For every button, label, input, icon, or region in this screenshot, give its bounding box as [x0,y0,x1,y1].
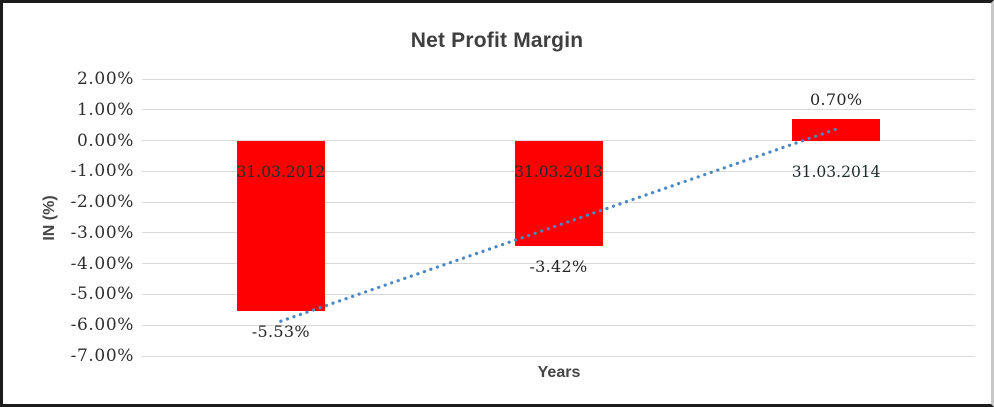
y-axis-tick-label: -1.00% [70,161,134,182]
y-axis-tick-label: 2.00% [76,69,134,89]
data-label: 0.70% [809,90,863,109]
y-axis-tick-label: -7.00% [70,346,134,366]
chart-title: Net Profit Margin [410,29,584,52]
y-axis-tick-label: 1.00% [76,99,134,120]
bar-31.03.2014 [792,119,881,141]
category-label: 31.03.2012 [236,163,326,181]
x-axis-title: Years [537,364,581,381]
y-axis-tick-label: -2.00% [70,192,134,213]
data-label: -3.42% [529,256,588,276]
trendline-layer [279,127,838,323]
gridline [142,78,975,80]
y-axis-tick-label: -5.00% [70,284,134,305]
category-label: 31.03.2014 [791,163,881,181]
gridline [142,355,975,357]
y-axis-tick-label: 0.00% [76,130,134,151]
y-axis-tick-label: -6.00% [70,315,134,336]
y-axis-tick-label: -4.00% [70,253,134,274]
y-axis-tick-label: -3.00% [70,222,134,243]
gridline [142,109,975,111]
bar-31.03.2013 [514,140,603,246]
gridline [142,324,975,326]
data-label: -5.53% [251,321,310,341]
category-label: 31.03.2013 [514,163,603,181]
